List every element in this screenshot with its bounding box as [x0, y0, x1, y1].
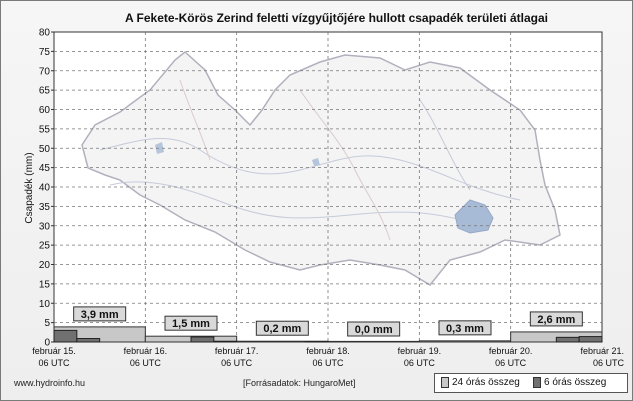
bar-24h — [418, 340, 512, 343]
x-tick-label: 06 UTC — [593, 358, 625, 368]
x-axis: február 15. 06 UTC február 16. 06 UTC februá… — [32, 346, 624, 368]
x-tick-label: 06 UTC — [130, 358, 162, 368]
x-tick-label: 06 UTC — [312, 358, 344, 368]
x-tick-label: február 16. — [124, 346, 168, 356]
y-tick-label: 25 — [39, 241, 51, 252]
legend-label-6h: 6 órás összeg — [544, 377, 607, 388]
x-tick-label: 06 UTC — [221, 358, 253, 368]
y-tick-label: 50 — [39, 144, 51, 155]
y-tick-label: 35 — [39, 202, 51, 213]
y-tick-label: 45 — [39, 163, 51, 174]
y-tick-label: 60 — [39, 105, 51, 116]
bar-6h — [76, 338, 101, 343]
value-label-box — [73, 306, 127, 322]
x-tick-label: 06 UTC — [404, 358, 436, 368]
x-tick-label: 06 UTC — [495, 358, 527, 368]
bars-6h — [53, 329, 603, 343]
bar-6h — [555, 336, 580, 343]
y-tick-label: 55 — [39, 124, 51, 135]
bar-6h — [213, 340, 238, 343]
y-tick-label: 0 — [44, 338, 50, 349]
value-label-box — [255, 320, 309, 336]
value-label-box — [347, 321, 401, 337]
x-tick-label: február 18. — [306, 346, 350, 356]
value-label-box — [164, 315, 218, 331]
y-tick-label: 65 — [39, 86, 51, 97]
value-label: 3,9 mm — [81, 309, 119, 321]
y-tick-label: 10 — [39, 299, 51, 310]
source-site: www.hydroinfo.hu — [14, 378, 86, 388]
value-label-box — [529, 311, 583, 327]
bar-value-labels: 3,9 mm 1,5 mm 0,2 mm 0,0 mm 0,3 mm 2,6 mm — [73, 306, 583, 337]
x-tick-label: február 20. — [489, 346, 533, 356]
chart-title: A Fekete-Körös Zerind feletti vízgyűjtőj… — [125, 11, 548, 25]
x-tick-label: február 19. — [398, 346, 442, 356]
value-label: 0,2 mm — [263, 323, 301, 335]
y-tick-label: 30 — [39, 221, 51, 232]
legend-swatch-6h — [533, 377, 541, 388]
y-tick-label: 40 — [39, 183, 51, 194]
legend-label-24h: 24 órás összeg — [452, 377, 520, 388]
bar-6h — [578, 336, 603, 343]
value-label: 1,5 mm — [172, 318, 210, 330]
bar-6h — [190, 336, 215, 343]
value-label-box — [438, 320, 492, 336]
x-tick-label: február 21. — [580, 346, 624, 356]
y-tick-label: 70 — [39, 66, 51, 77]
legend-swatch-24h — [441, 377, 449, 388]
bar-24h — [327, 340, 420, 343]
y-tick-label: 15 — [39, 279, 51, 290]
data-source: [Forrásadatok: HungaroMet] — [243, 378, 356, 388]
value-label: 0,0 mm — [355, 324, 393, 336]
basin-map-image — [81, 51, 561, 286]
grid-lines — [54, 32, 602, 342]
y-axis-label: Csapadék (mm) — [24, 152, 35, 223]
legend-item-24h: 24 órás összeg — [441, 377, 520, 388]
bar-6h — [53, 329, 78, 343]
legend-item-6h: 6 órás összeg — [533, 377, 606, 388]
value-label: 2,6 mm — [537, 314, 575, 326]
y-tick-label: 20 — [39, 260, 51, 271]
legend: 24 órás összeg 6 órás összeg — [434, 373, 628, 393]
y-tick-label: 75 — [39, 47, 51, 58]
y-tick-label: 80 — [39, 28, 51, 39]
y-tick-label: 5 — [44, 318, 50, 329]
x-tick-label: február 17. — [215, 346, 259, 356]
x-tick-label: február 15. — [32, 346, 76, 356]
y-axis: 0 5 10 15 20 25 30 35 40 45 50 55 60 65 70 75 80 — [39, 28, 54, 349]
x-tick-label: 06 UTC — [38, 358, 70, 368]
value-label: 0,3 mm — [446, 323, 484, 335]
